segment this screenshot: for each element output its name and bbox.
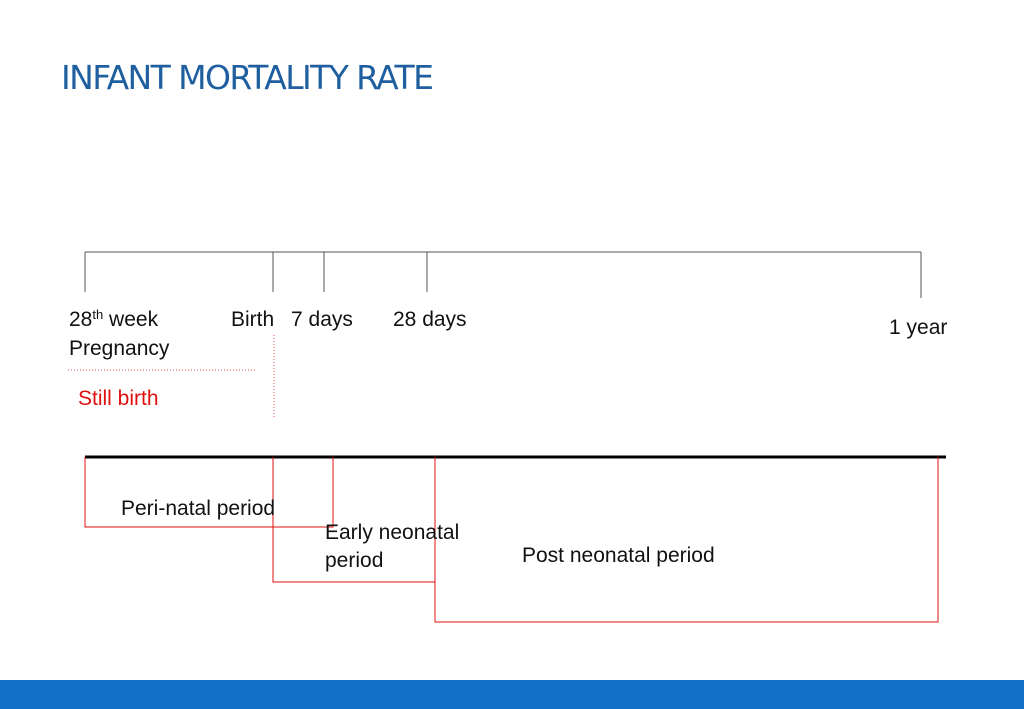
label-pregnancy: Pregnancy <box>69 337 170 360</box>
label-28th-week: 28th week <box>69 307 159 331</box>
label-early-neonatal-line1: Early neonatal <box>325 521 460 544</box>
post-neonatal-period-box <box>434 457 939 623</box>
label-28-days: 28 days <box>393 308 467 331</box>
label-early-neonatal-line2: period <box>325 549 384 572</box>
footer-bar <box>0 680 1024 709</box>
label-birth: Birth <box>231 308 275 331</box>
label-1-year: 1 year <box>889 316 948 339</box>
label-still-birth: Still birth <box>78 387 159 410</box>
label-perinatal-period: Peri-natal period <box>121 497 276 520</box>
slide-title: INFANT MORTALITY RATE <box>61 58 434 97</box>
label-post-neonatal-period: Post neonatal period <box>522 544 715 567</box>
perinatal-period-box <box>84 457 334 528</box>
label-7-days: 7 days <box>291 308 353 331</box>
